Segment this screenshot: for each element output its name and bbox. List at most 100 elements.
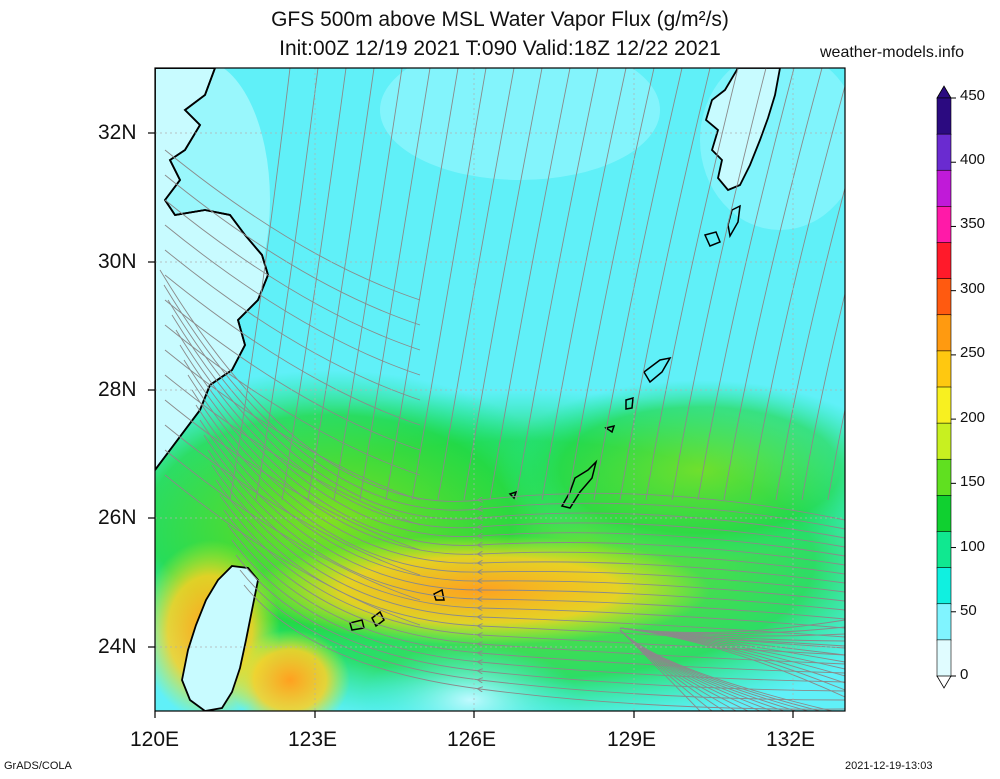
colorbar-swatch [936, 386, 952, 424]
streamline [749, 84, 845, 501]
streamline [231, 539, 845, 683]
y-label-30n: 30N [98, 250, 137, 273]
streamline [203, 434, 845, 620]
streamline [541, 68, 627, 501]
streamline [207, 449, 845, 629]
colorbar-swatch [936, 350, 952, 388]
streamline [187, 374, 845, 584]
streamline [255, 68, 319, 501]
colorbar-swatch [936, 531, 952, 569]
streamline [385, 68, 459, 501]
footer-left: GrADS/COLA [4, 760, 72, 772]
map-title-line2: Init:00Z 12/19 2021 T:090 Valid:18Z 12/2… [279, 37, 721, 60]
streamline [229, 68, 291, 501]
streamline [223, 509, 845, 665]
x-label-120e: 120E [130, 728, 180, 751]
colorbar-label: 50 [960, 602, 977, 619]
streamline [167, 299, 845, 539]
streamline [697, 68, 795, 501]
colorbar-swatch [936, 133, 952, 172]
streamline [775, 186, 845, 501]
colorbar-max-arrow [936, 85, 952, 99]
streamline [593, 68, 683, 501]
streamline [164, 174, 421, 326]
colorbar-label: 0 [960, 666, 969, 683]
streamline [211, 464, 845, 638]
colorbar-swatch [936, 169, 952, 208]
site-credit: weather-models.info [820, 44, 965, 61]
streamline [195, 404, 845, 602]
streamline [243, 584, 845, 710]
streamlines [159, 68, 845, 711]
streamline [164, 474, 421, 626]
streamline [359, 68, 431, 501]
streamline [437, 68, 515, 501]
streamline [175, 329, 845, 557]
streamline [411, 68, 487, 501]
colorbar-swatch [936, 567, 952, 605]
streamline [164, 149, 421, 301]
streamline [645, 68, 739, 501]
footer-right: 2021-12-19-13:03 [845, 760, 933, 772]
colorbar-label: 100 [960, 538, 986, 555]
streamline [227, 524, 845, 674]
x-label-126e: 126E [447, 728, 497, 751]
streamline [619, 627, 845, 698]
colorbar-swatch [936, 97, 952, 135]
streamline [801, 291, 845, 501]
colorbar-swatch [936, 603, 952, 641]
colorbar-swatch [936, 495, 952, 533]
streamline [164, 224, 421, 376]
streamline [164, 349, 421, 501]
streamline [159, 269, 845, 521]
streamline [164, 374, 421, 526]
streamline [164, 449, 421, 601]
colorbar-swatch [936, 314, 952, 352]
streamline [179, 344, 845, 566]
streamline [164, 399, 421, 551]
x-label-129e: 129E [607, 728, 657, 751]
streamline [164, 274, 421, 426]
y-label-24n: 24N [98, 635, 137, 658]
streamline [183, 359, 845, 575]
streamline [723, 68, 823, 501]
colorbar-min-arrow [936, 675, 952, 689]
colorbar-label: 200 [960, 409, 986, 426]
streamline [171, 314, 845, 548]
streamline [307, 68, 375, 501]
colorbar-swatch [936, 242, 952, 280]
streamline [164, 199, 421, 351]
colorbar-swatch [936, 639, 952, 677]
x-label-123e: 123E [288, 728, 338, 751]
colorbar-swatch [936, 422, 952, 461]
colorbar-label: 300 [960, 280, 986, 297]
streamline [164, 249, 421, 401]
grid-lines [155, 68, 845, 711]
colorbar-label: 400 [960, 151, 986, 168]
streamline [619, 68, 711, 501]
colorbar-swatch [936, 206, 952, 244]
colorbar-label: 450 [960, 87, 986, 104]
streamline [671, 68, 767, 501]
y-label-32n: 32N [98, 121, 137, 144]
colorbar-label: 350 [960, 215, 986, 232]
y-label-28n: 28N [98, 378, 137, 401]
streamline [515, 68, 599, 501]
streamline [163, 284, 845, 530]
colorbar [936, 85, 956, 689]
streamline [333, 68, 403, 501]
colorbar-swatch [936, 458, 952, 497]
streamline [463, 68, 543, 501]
streamline [827, 407, 845, 501]
streamline [199, 419, 845, 611]
map-title-line1: GFS 500m above MSL Water Vapor Flux (g/m… [271, 8, 729, 31]
colorbar-swatch [936, 278, 952, 316]
streamline [191, 389, 845, 593]
x-label-132e: 132E [766, 728, 816, 751]
y-label-26n: 26N [98, 506, 137, 529]
streamline [619, 629, 833, 711]
coastlines [155, 68, 781, 711]
colorbar-label: 250 [960, 344, 986, 361]
axis-ticks [148, 132, 794, 718]
